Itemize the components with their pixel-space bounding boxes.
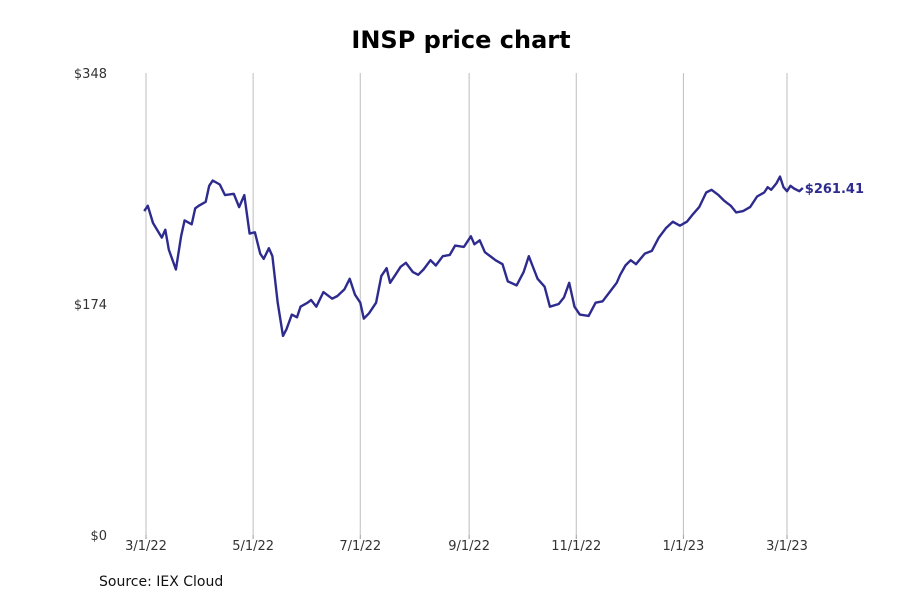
source-note: Source: IEX Cloud <box>99 574 224 590</box>
x-tick-label: 5/1/22 <box>232 539 274 554</box>
price-series-line <box>143 175 804 338</box>
x-tick-label: 11/1/22 <box>551 539 601 554</box>
x-tick-label: 9/1/22 <box>448 539 490 554</box>
y-tick-label: $0 <box>90 529 107 544</box>
x-axis-ticks: 3/1/22 5/1/22 7/1/22 9/1/22 11/1/22 1/1/23 3/1… <box>125 535 808 554</box>
gridlines <box>145 73 788 535</box>
x-tick-label: 3/1/22 <box>125 539 167 554</box>
y-axis-ticks: $0 $174 $348 <box>74 67 107 544</box>
last-price-label: $261.41 <box>805 182 864 197</box>
x-tick-label: 7/1/22 <box>339 539 381 554</box>
chart-title: INSP price chart <box>351 26 571 54</box>
y-tick-label: $348 <box>74 67 107 82</box>
y-tick-label: $174 <box>74 298 107 313</box>
x-tick-label: 1/1/23 <box>662 539 704 554</box>
x-tick-label: 3/1/23 <box>766 539 808 554</box>
